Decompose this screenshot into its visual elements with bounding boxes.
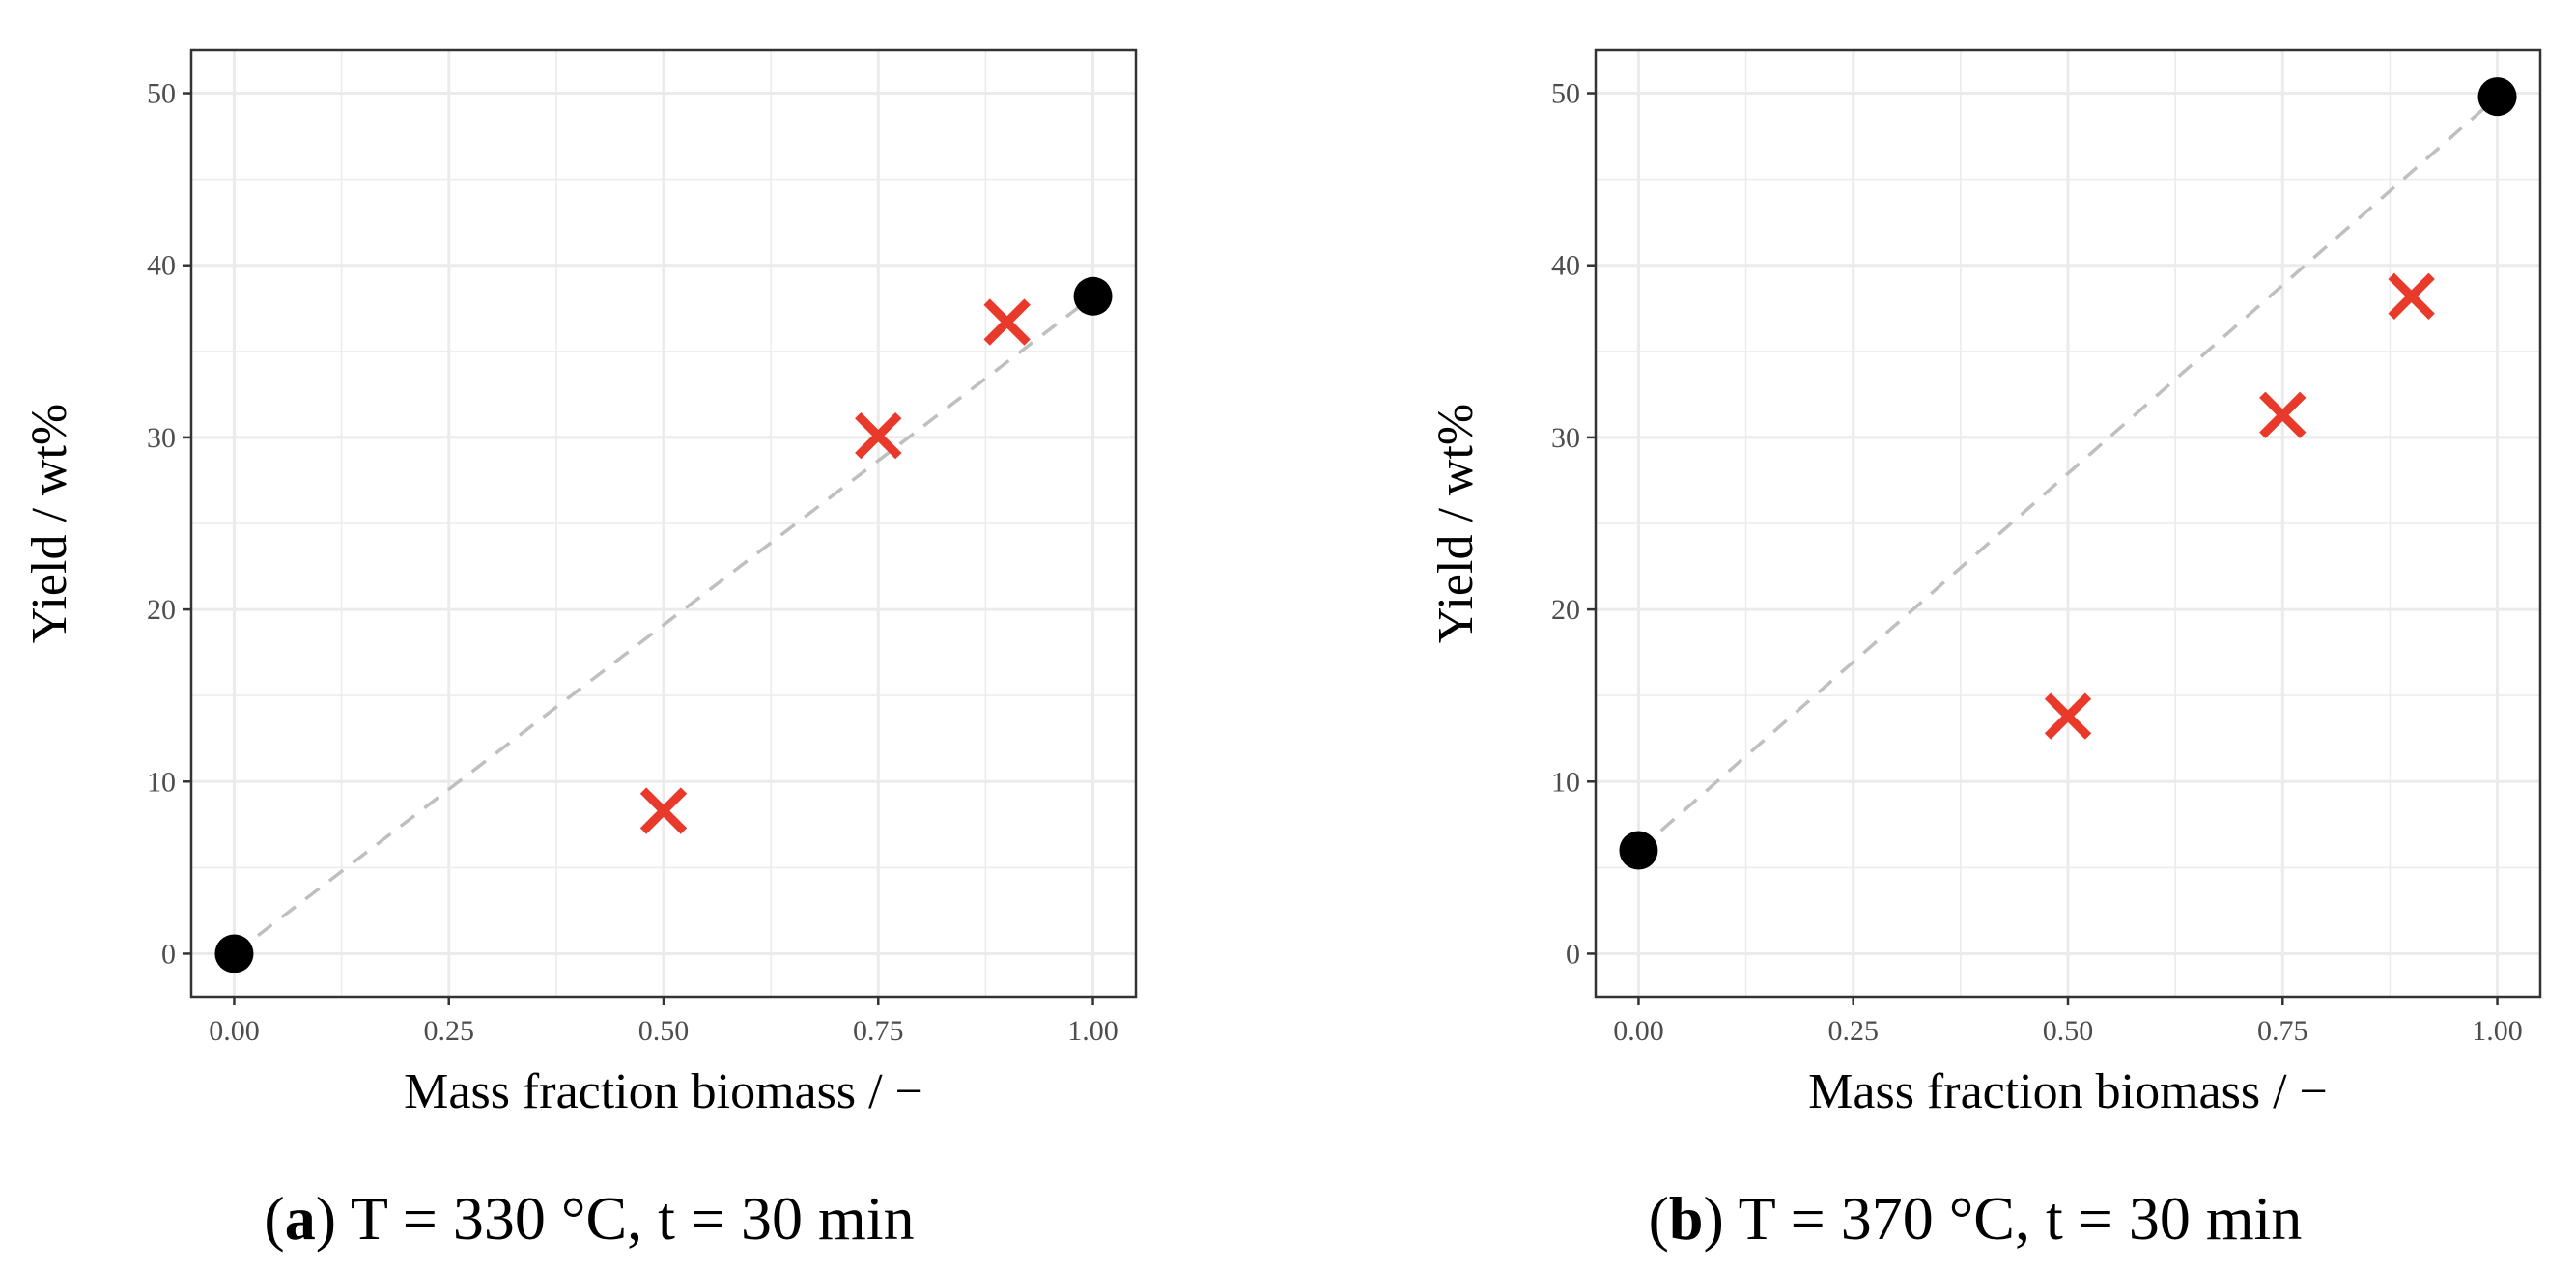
x-tick-label: 0.50 <box>2043 1015 2094 1047</box>
x-tick-label: 0.25 <box>423 1015 474 1047</box>
reference-line <box>233 295 1094 955</box>
y-tick-label: 10 <box>1551 766 1580 798</box>
caption-b-text: ) T = 370 °C, t = 30 min <box>1703 1184 2303 1253</box>
y-tick-label: 0 <box>1566 938 1580 970</box>
caption-a-letter: a <box>284 1184 316 1253</box>
data-point-cross <box>983 298 1031 346</box>
caption-b-letter: b <box>1668 1184 1704 1253</box>
x-tick-label: 0.75 <box>853 1015 904 1047</box>
chart-panel-a: 0.00 0.25 0.50 0.75 1.00 0 10 20 30 40 50 Mass frac… <box>22 48 1138 1119</box>
x-tick-label: 0.00 <box>1613 1015 1664 1047</box>
y-axis-title: Yield / wt% <box>22 404 77 643</box>
data-point-circle <box>214 934 254 973</box>
y-tick-label: 30 <box>147 422 176 454</box>
data-point-cross <box>639 787 688 834</box>
data-point-cross <box>855 411 902 460</box>
data-point-circle <box>1619 831 1658 870</box>
y-tick-label: 50 <box>1551 78 1580 110</box>
caption-a-text: ) T = 330 °C, t = 30 min <box>315 1184 915 1253</box>
y-axis-title: Yield / wt% <box>1429 404 1484 643</box>
data-point-cross <box>2388 272 2435 320</box>
y-tick-label: 40 <box>147 250 176 282</box>
y-tick-label: 40 <box>1551 250 1580 282</box>
y-tick-label: 20 <box>147 594 176 626</box>
x-tick-label: 0.00 <box>209 1015 260 1047</box>
caption-a: (a) T = 330 °C, t = 30 min <box>264 1184 915 1253</box>
data-point-circle <box>1073 276 1113 316</box>
x-tick-label: 1.00 <box>2472 1015 2523 1047</box>
data-point-cross <box>2044 692 2092 740</box>
x-tick-label: 0.75 <box>2257 1015 2308 1047</box>
y-tick-label: 10 <box>147 766 176 798</box>
x-tick-label: 0.50 <box>638 1015 690 1047</box>
y-tick-label: 20 <box>1551 594 1580 626</box>
caption-b: (b) T = 370 °C, t = 30 min <box>1648 1184 2303 1253</box>
y-tick-label: 50 <box>147 78 176 110</box>
x-tick-label: 0.25 <box>1827 1015 1879 1047</box>
chart-panel-b: 0.00 0.25 0.50 0.75 1.00 0 10 20 30 40 50 Mass frac… <box>1429 48 2542 1119</box>
y-tick-label: 30 <box>1551 422 1580 454</box>
x-axis-title: Mass fraction biomass / − <box>1808 1064 2328 1119</box>
data-point-cross <box>2259 391 2307 438</box>
x-axis-title: Mass fraction biomass / − <box>404 1064 923 1119</box>
y-tick-label: 0 <box>161 938 176 970</box>
reference-line <box>1637 95 2499 852</box>
data-point-circle <box>2477 77 2517 117</box>
x-tick-label: 1.00 <box>1067 1015 1118 1047</box>
